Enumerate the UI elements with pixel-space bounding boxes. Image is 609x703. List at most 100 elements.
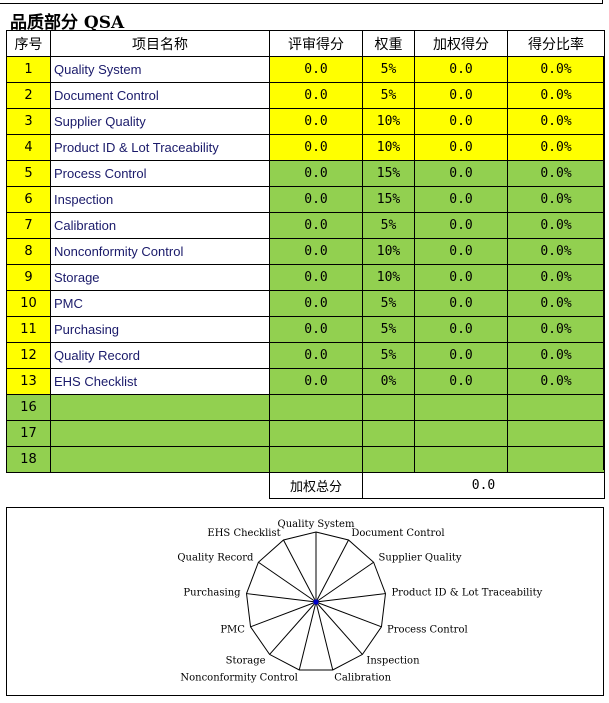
weighted-cell[interactable]: 0.0 — [414, 186, 508, 213]
score-cell[interactable]: 0.0 — [269, 56, 363, 83]
score-cell[interactable]: 0.0 — [269, 316, 363, 343]
item-name[interactable] — [50, 446, 270, 473]
header-weight[interactable]: 权重 — [362, 30, 415, 57]
row-number[interactable]: 16 — [6, 394, 51, 421]
weighted-cell[interactable] — [414, 394, 508, 421]
ratio-cell[interactable]: 0.0% — [507, 264, 605, 291]
weight-cell[interactable] — [362, 420, 415, 447]
weight-cell[interactable]: 5% — [362, 82, 415, 109]
item-name[interactable]: Quality System — [50, 56, 270, 83]
score-cell[interactable]: 0.0 — [269, 290, 363, 317]
weight-cell[interactable]: 5% — [362, 316, 415, 343]
item-name[interactable]: Storage — [50, 264, 270, 291]
radar-chart[interactable]: Quality System Document Control Supplier Q… — [6, 507, 604, 696]
weight-cell[interactable]: 5% — [362, 342, 415, 369]
weighted-cell[interactable]: 0.0 — [414, 238, 508, 265]
ratio-cell[interactable]: 0.0% — [507, 316, 605, 343]
ratio-cell[interactable]: 0.0% — [507, 186, 605, 213]
header-score[interactable]: 评审得分 — [269, 30, 363, 57]
row-number[interactable]: 7 — [6, 212, 51, 239]
ratio-cell[interactable]: 0.0% — [507, 56, 605, 83]
row-number[interactable]: 1 — [6, 56, 51, 83]
row-number[interactable]: 10 — [6, 290, 51, 317]
weight-cell[interactable]: 5% — [362, 212, 415, 239]
score-cell[interactable]: 0.0 — [269, 212, 363, 239]
weighted-cell[interactable] — [414, 420, 508, 447]
weight-cell[interactable]: 15% — [362, 186, 415, 213]
header-ratio[interactable]: 得分比率 — [507, 30, 605, 57]
weighted-cell[interactable]: 0.0 — [414, 56, 508, 83]
row-number[interactable]: 12 — [6, 342, 51, 369]
score-cell[interactable]: 0.0 — [269, 238, 363, 265]
score-cell[interactable] — [269, 446, 363, 473]
weighted-cell[interactable]: 0.0 — [414, 134, 508, 161]
item-name[interactable]: Calibration — [50, 212, 270, 239]
item-name[interactable]: Nonconformity Control — [50, 238, 270, 265]
item-name[interactable]: Inspection — [50, 186, 270, 213]
ratio-cell[interactable]: 0.0% — [507, 368, 605, 395]
item-name[interactable]: Process Control — [50, 160, 270, 187]
ratio-cell[interactable]: 0.0% — [507, 238, 605, 265]
item-name[interactable]: EHS Checklist — [50, 368, 270, 395]
ratio-cell[interactable]: 0.0% — [507, 160, 605, 187]
row-number[interactable]: 9 — [6, 264, 51, 291]
header-weighted[interactable]: 加权得分 — [414, 30, 508, 57]
weighted-cell[interactable]: 0.0 — [414, 108, 508, 135]
weight-cell[interactable]: 5% — [362, 290, 415, 317]
weight-cell[interactable]: 15% — [362, 160, 415, 187]
weight-cell[interactable]: 0% — [362, 368, 415, 395]
ratio-cell[interactable]: 0.0% — [507, 108, 605, 135]
weighted-cell[interactable]: 0.0 — [414, 368, 508, 395]
row-number[interactable]: 13 — [6, 368, 51, 395]
weighted-cell[interactable]: 0.0 — [414, 160, 508, 187]
weighted-cell[interactable]: 0.0 — [414, 290, 508, 317]
row-number[interactable]: 5 — [6, 160, 51, 187]
row-number[interactable]: 4 — [6, 134, 51, 161]
ratio-cell[interactable]: 0.0% — [507, 290, 605, 317]
ratio-cell[interactable] — [507, 446, 605, 473]
score-cell[interactable]: 0.0 — [269, 108, 363, 135]
row-number[interactable]: 18 — [6, 446, 51, 473]
score-cell[interactable]: 0.0 — [269, 134, 363, 161]
header-no[interactable]: 序号 — [6, 30, 51, 57]
score-cell[interactable]: 0.0 — [269, 342, 363, 369]
score-cell[interactable]: 0.0 — [269, 160, 363, 187]
weight-cell[interactable]: 10% — [362, 264, 415, 291]
item-name[interactable]: Quality Record — [50, 342, 270, 369]
ratio-cell[interactable] — [507, 420, 605, 447]
item-name[interactable]: Product ID & Lot Traceability — [50, 134, 270, 161]
ratio-cell[interactable]: 0.0% — [507, 342, 605, 369]
total-value[interactable]: 0.0 — [362, 472, 605, 499]
score-cell[interactable]: 0.0 — [269, 186, 363, 213]
item-name[interactable]: PMC — [50, 290, 270, 317]
weight-cell[interactable] — [362, 446, 415, 473]
weight-cell[interactable]: 5% — [362, 56, 415, 83]
score-cell[interactable]: 0.0 — [269, 368, 363, 395]
weighted-cell[interactable]: 0.0 — [414, 316, 508, 343]
item-name[interactable]: Supplier Quality — [50, 108, 270, 135]
weighted-cell[interactable]: 0.0 — [414, 342, 508, 369]
item-name[interactable] — [50, 420, 270, 447]
weighted-cell[interactable]: 0.0 — [414, 212, 508, 239]
header-name[interactable]: 项目名称 — [50, 30, 270, 57]
row-number[interactable]: 6 — [6, 186, 51, 213]
score-cell[interactable] — [269, 394, 363, 421]
weighted-cell[interactable] — [414, 446, 508, 473]
row-number[interactable]: 3 — [6, 108, 51, 135]
ratio-cell[interactable]: 0.0% — [507, 82, 605, 109]
row-number[interactable]: 11 — [6, 316, 51, 343]
row-number[interactable]: 2 — [6, 82, 51, 109]
weight-cell[interactable]: 10% — [362, 134, 415, 161]
weighted-cell[interactable]: 0.0 — [414, 82, 508, 109]
row-number[interactable]: 8 — [6, 238, 51, 265]
item-name[interactable]: Document Control — [50, 82, 270, 109]
item-name[interactable]: Purchasing — [50, 316, 270, 343]
weight-cell[interactable]: 10% — [362, 238, 415, 265]
score-cell[interactable]: 0.0 — [269, 82, 363, 109]
ratio-cell[interactable]: 0.0% — [507, 212, 605, 239]
row-number[interactable]: 17 — [6, 420, 51, 447]
item-name[interactable] — [50, 394, 270, 421]
score-cell[interactable] — [269, 420, 363, 447]
ratio-cell[interactable]: 0.0% — [507, 134, 605, 161]
weighted-cell[interactable]: 0.0 — [414, 264, 508, 291]
